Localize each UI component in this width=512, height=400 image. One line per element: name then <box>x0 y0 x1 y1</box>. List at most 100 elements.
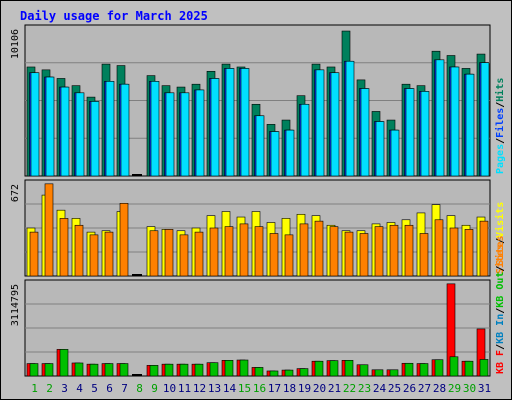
kb-out-bar <box>194 363 204 377</box>
day-label: 24 <box>373 382 387 395</box>
day-label: 3 <box>61 382 68 395</box>
kb-out-bar <box>299 368 309 377</box>
pages-bar <box>315 69 325 177</box>
day-label: 19 <box>298 382 311 395</box>
day-label: 25 <box>388 382 401 395</box>
pages-bar <box>330 72 340 177</box>
pages-bar <box>60 86 70 177</box>
pages-bar <box>210 78 220 177</box>
legend-hits: Hits <box>494 78 506 102</box>
day-label: 14 <box>223 382 237 395</box>
kb-out-bar <box>464 360 474 377</box>
legend-sites: Sites <box>494 235 506 265</box>
day-label: 16 <box>253 382 266 395</box>
day-label: 30 <box>463 382 476 395</box>
sites-bar <box>314 220 324 277</box>
day-label: 10 <box>163 382 176 395</box>
day-label: 8 <box>136 382 143 395</box>
volume-y-tick-label: 3114795 <box>10 284 21 326</box>
sites-bar <box>299 223 309 277</box>
day-label: 18 <box>283 382 296 395</box>
kb-out-bar <box>344 360 354 377</box>
pages-bar <box>360 88 370 177</box>
pages-bar <box>375 121 385 177</box>
pages-bar <box>180 92 190 177</box>
legend-kb-in: KB In <box>495 314 506 344</box>
pages-bar <box>435 59 445 177</box>
day-label: 13 <box>208 382 221 395</box>
kb-out-bar <box>104 363 114 377</box>
pages-bar <box>75 92 85 177</box>
legend-sites: Sites <box>494 244 506 274</box>
kb-out-bar <box>269 370 279 377</box>
sites-bar <box>329 226 339 277</box>
sites-bar <box>344 231 354 277</box>
pages-bar <box>90 101 100 177</box>
pages-bar <box>390 129 400 177</box>
legend-pages: Pages <box>495 144 506 174</box>
kb-out-bar <box>164 363 174 377</box>
legend-separator: / <box>495 308 506 314</box>
sites-bar <box>359 233 369 277</box>
kb-out-bar <box>434 359 444 377</box>
kb-out-bar <box>404 362 414 377</box>
kb-out-bar <box>239 359 249 377</box>
legend-visits: Visits <box>494 202 506 238</box>
pages-bar <box>240 68 250 177</box>
pages-bar <box>405 88 415 177</box>
kb-out-bar <box>59 349 69 377</box>
sites-bar <box>194 231 204 277</box>
day-label: 12 <box>193 382 206 395</box>
kb-out-bar <box>224 360 234 377</box>
traffic-y-tick-label: 10106 <box>10 29 21 59</box>
traffic-legend: Pages/Files/Hits <box>494 78 506 174</box>
pages-bar <box>450 66 460 177</box>
day-label: 9 <box>151 382 158 395</box>
legend-separator: / <box>495 266 506 272</box>
sites-bar <box>389 224 399 277</box>
pages-bar <box>255 115 265 177</box>
day-label: 29 <box>448 382 461 395</box>
day-label: 27 <box>418 382 431 395</box>
sites-bar <box>239 223 249 277</box>
sites-bar <box>164 229 174 277</box>
pages-bar <box>105 81 115 177</box>
sites-bar <box>119 203 129 277</box>
legend-files: Files <box>494 108 506 138</box>
day-label: 23 <box>358 382 371 395</box>
sites-bar <box>419 233 429 277</box>
pages-bar <box>480 62 490 177</box>
day-label: 2 <box>46 382 53 395</box>
day-label: 6 <box>106 382 113 395</box>
pages-bar <box>150 81 160 177</box>
sites-bar <box>104 231 114 277</box>
kb-out-bar <box>419 363 429 377</box>
kb-out-bar <box>74 362 84 377</box>
day-label: 4 <box>76 382 83 395</box>
sites-bar <box>404 224 414 277</box>
sites-bar <box>209 227 219 277</box>
pages-bar <box>465 73 475 177</box>
day-label: 15 <box>238 382 251 395</box>
sites-bar <box>179 234 189 277</box>
kb-out-bar <box>284 369 294 377</box>
sites-bar <box>269 233 279 277</box>
kb-out-bar <box>119 363 129 377</box>
kb-out-bar <box>389 369 399 377</box>
day-label: 22 <box>343 382 356 395</box>
kb-out-bar <box>314 360 324 377</box>
day-label: 17 <box>268 382 281 395</box>
kb-out-bar <box>374 369 384 377</box>
day-label: 21 <box>328 382 341 395</box>
day-label: 28 <box>433 382 446 395</box>
sites-bar <box>464 229 474 277</box>
chart-title: Daily usage for March 2025 <box>20 9 208 23</box>
sites-bar <box>44 183 54 277</box>
legend-separator: / <box>495 102 506 108</box>
day-label: 1 <box>31 382 38 395</box>
sites-bar <box>449 227 459 277</box>
kb-out-bar <box>479 359 489 377</box>
kb-out-bar <box>254 367 264 377</box>
